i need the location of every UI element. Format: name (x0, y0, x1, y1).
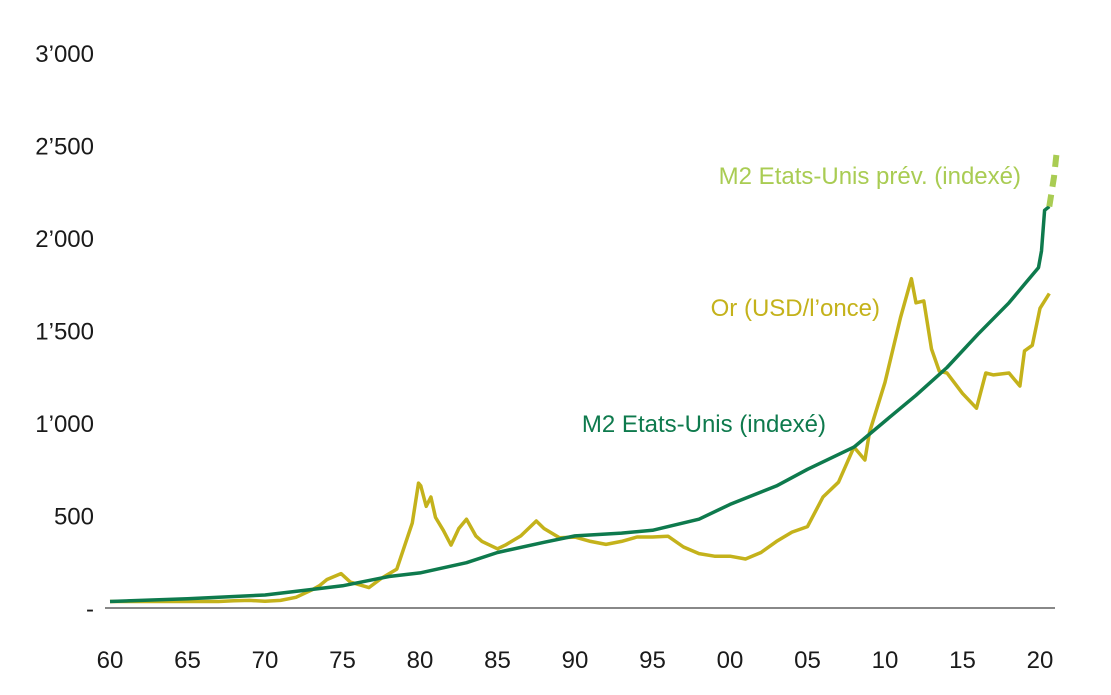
x-tick-label: 05 (794, 647, 821, 674)
x-tick-label: 15 (949, 647, 976, 674)
x-tick-label: 70 (252, 647, 279, 674)
y-tick-label: 1’500 (35, 319, 94, 346)
y-tick-label: - (86, 596, 94, 623)
x-tick-label: 95 (639, 647, 666, 674)
y-tick-label: 2’000 (35, 226, 94, 253)
x-axis-ticks: 60 65 70 75 80 85 90 95 00 05 10 15 20 (97, 647, 1054, 674)
x-tick-label: 65 (174, 647, 201, 674)
series-label-m2-forecast: M2 Etats-Unis prév. (indexé) (719, 163, 1021, 190)
series-layer (109, 148, 1060, 604)
x-tick-label: 60 (97, 647, 124, 674)
x-tick-label: 00 (717, 647, 744, 674)
series-label-m2: M2 Etats-Unis (indexé) (582, 411, 826, 438)
y-tick-label: 3’000 (35, 41, 94, 68)
x-tick-label: 75 (329, 647, 356, 674)
y-axis-ticks: - 500 1’000 1’500 2’000 2’500 3’000 (35, 41, 94, 623)
series-line-m2-forecast (1046, 148, 1060, 207)
series-line-m2 (109, 205, 1051, 604)
x-tick-label: 85 (484, 647, 511, 674)
x-tick-label: 90 (562, 647, 589, 674)
y-tick-label: 500 (54, 504, 94, 531)
y-tick-label: 2’500 (35, 134, 94, 161)
series-line-gold (110, 276, 1051, 604)
series-label-gold: Or (USD/l’once) (711, 295, 880, 322)
y-tick-label: 1’000 (35, 411, 94, 438)
x-tick-label: 10 (872, 647, 899, 674)
x-tick-label: 20 (1027, 647, 1054, 674)
x-tick-label: 80 (407, 647, 434, 674)
